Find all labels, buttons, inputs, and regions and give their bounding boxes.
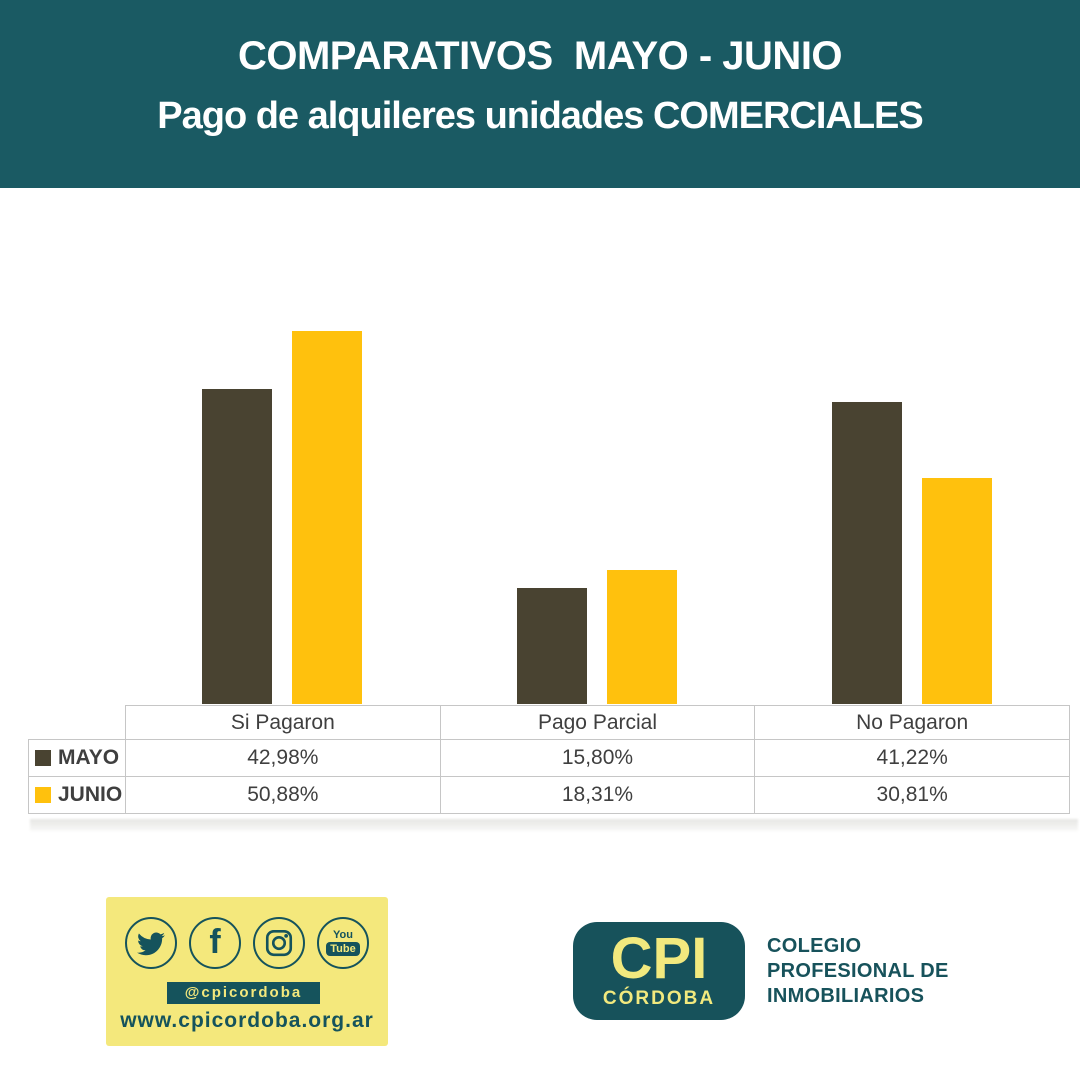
cpi-logo: CPI CÓRDOBA [573,922,745,1020]
organization-name: COLEGIO PROFESIONAL DE INMOBILIARIOS [767,934,1067,1009]
logo-city: CÓRDOBA [602,988,716,1009]
bar-mayo-0 [202,389,272,704]
bar-mayo-1 [517,588,587,704]
org-line: COLEGIO [767,935,862,957]
column-header-0: Si Pagaron [125,705,441,740]
value-cell-mayo-0: 42,98% [125,739,441,777]
page-subtitle: Pago de alquileres unidades COMERCIALES [157,95,924,137]
value-cell-junio-2: 30,81% [754,776,1070,814]
bar-junio-2 [922,478,992,704]
facebook-f-glyph: f [209,923,221,961]
table-shadow [30,819,1078,831]
org-line: PROFESIONAL DE [767,960,949,982]
value-cell-mayo-1: 15,80% [439,739,756,777]
value-cell-junio-0: 50,88% [125,776,441,814]
org-line: INMOBILIARIOS [767,985,925,1007]
page-title: COMPARATIVOS MAYO - JUNIO [237,34,843,78]
header-banner: COMPARATIVOS MAYO - JUNIO Pago de alquil… [0,0,1080,188]
value-cell-junio-1: 18,31% [439,776,756,814]
table-row: JUNIO 50,88% 18,31% 30,81% [28,776,1070,814]
value-cell-mayo-2: 41,22% [754,739,1070,777]
bar-junio-0 [292,331,362,704]
instagram-icon[interactable] [253,917,305,969]
social-box: f You Tube @cpicordoba www.cpicordoba.or… [106,897,388,1046]
legend-swatch-mayo [35,750,51,766]
social-icons-row: f You Tube [106,917,388,969]
legend-cell-mayo: MAYO [28,739,126,777]
bar-mayo-2 [832,402,902,704]
bar-junio-1 [607,570,677,704]
legend-swatch-junio [35,787,51,803]
youtube-icon[interactable]: You Tube [317,917,369,969]
website-link[interactable]: www.cpicordoba.org.ar [120,1009,374,1032]
facebook-icon[interactable]: f [189,917,241,969]
instagram-camera-glyph [265,929,293,957]
youtube-tube-text: Tube [326,942,360,956]
youtube-you-text: You [333,929,353,941]
table-corner-cell [29,706,126,740]
column-header-1: Pago Parcial [439,705,756,740]
column-header-2: No Pagaron [754,705,1070,740]
chart-data-table: Si Pagaron Pago Parcial No Pagaron MAYO 42,9… [28,705,1070,814]
legend-cell-junio: JUNIO [28,776,126,814]
table-row: MAYO 42,98% 15,80% 41,22% [28,739,1070,777]
social-handle-badge[interactable]: @cpicordoba [167,982,320,1004]
logo-acronym: CPI [610,926,708,991]
twitter-bird-glyph [137,932,165,956]
twitter-icon[interactable] [125,917,177,969]
